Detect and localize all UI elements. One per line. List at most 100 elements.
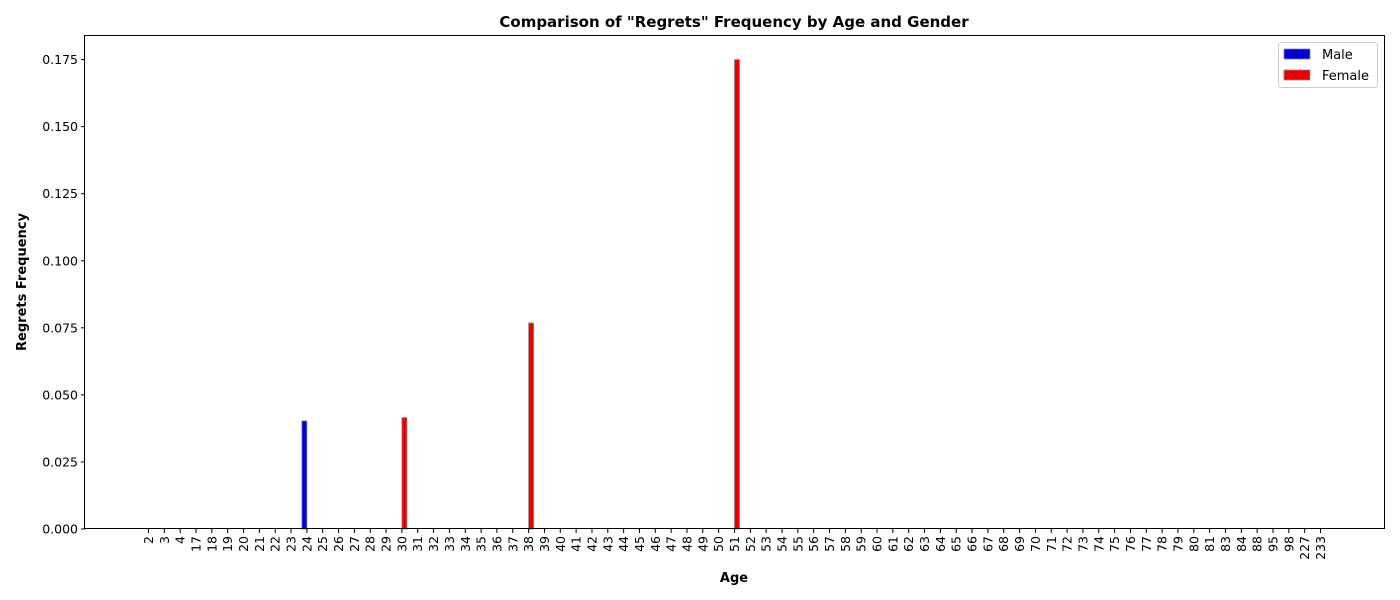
- legend: Male Female: [1278, 42, 1378, 88]
- y-tick-label: 0.175: [42, 52, 78, 67]
- x-tick-label: 44: [616, 536, 631, 552]
- legend-swatch-male: [1283, 48, 1311, 60]
- x-tick-label: 37: [505, 536, 520, 552]
- x-tick-label: 98: [1281, 536, 1296, 552]
- x-tick-label: 59: [854, 536, 869, 552]
- x-tick-label: 55: [790, 536, 805, 552]
- y-tick-label: 0.025: [42, 454, 78, 469]
- x-tick-label: 18: [204, 536, 219, 552]
- y-tick-label: 0.075: [42, 320, 78, 335]
- x-tick-label: 48: [679, 536, 694, 552]
- y-axis-label: Regrets Frequency: [15, 213, 30, 351]
- x-tick-label: 227: [1297, 536, 1312, 560]
- x-tick-label: 54: [775, 536, 790, 552]
- x-tick-label: 43: [600, 536, 615, 552]
- bar-female-age-51: [734, 59, 740, 530]
- x-tick-label: 70: [1028, 536, 1043, 552]
- x-tick-label: 80: [1186, 536, 1201, 552]
- x-tick-label: 38: [521, 536, 536, 552]
- x-tick-label: 66: [965, 536, 980, 552]
- x-tick-label: 78: [1155, 536, 1170, 552]
- x-tick-label: 40: [553, 536, 568, 552]
- plot-frame: [84, 35, 1385, 529]
- x-tick-label: 56: [806, 536, 821, 552]
- y-tick-label: 0.150: [42, 119, 78, 134]
- x-tick-label: 72: [1060, 536, 1075, 552]
- legend-label-male: Male: [1322, 48, 1353, 63]
- x-tick-label: 67: [980, 536, 995, 552]
- x-tick-label: 76: [1123, 536, 1138, 552]
- x-tick-label: 23: [284, 536, 299, 552]
- y-tick-label: 0.050: [42, 387, 78, 402]
- x-tick-label: 26: [331, 536, 346, 552]
- x-tick-label: 20: [236, 536, 251, 552]
- x-tick-label: 31: [410, 536, 425, 552]
- x-tick-label: 36: [489, 536, 504, 552]
- x-tick-label: 29: [379, 536, 394, 552]
- x-tick-label: 33: [442, 536, 457, 552]
- x-tick-label: 84: [1234, 536, 1249, 552]
- x-tick-label: 32: [426, 536, 441, 552]
- x-tick-label: 22: [268, 536, 283, 552]
- x-tick-label: 60: [870, 536, 885, 552]
- x-tick-label: 233: [1313, 536, 1328, 560]
- legend-swatch-female: [1283, 69, 1311, 81]
- x-tick-label: 79: [1170, 536, 1185, 552]
- x-tick-label: 17: [189, 536, 204, 552]
- x-tick-label: 58: [838, 536, 853, 552]
- x-tick-label: 64: [933, 536, 948, 552]
- x-tick-label: 30: [394, 536, 409, 552]
- x-tick-label: 45: [632, 536, 647, 552]
- x-tick-label: 24: [299, 536, 314, 552]
- x-tick-label: 63: [917, 536, 932, 552]
- x-tick-label: 83: [1218, 536, 1233, 552]
- x-tick-label: 25: [315, 536, 330, 552]
- x-tick-label: 4: [173, 536, 188, 544]
- bar-female-age-38: [528, 322, 535, 530]
- x-tick-label: 41: [569, 536, 584, 552]
- x-tick-label: 75: [1107, 536, 1122, 552]
- x-tick-label: 62: [901, 536, 916, 552]
- x-tick-label: 19: [220, 536, 235, 552]
- x-tick-label: 68: [996, 536, 1011, 552]
- x-tick-label: 34: [458, 536, 473, 552]
- x-tick-label: 52: [743, 536, 758, 552]
- x-tick-label: 51: [727, 536, 742, 552]
- y-tick-label: 0.000: [42, 522, 78, 537]
- x-tick-label: 73: [1075, 536, 1090, 552]
- x-tick-label: 50: [711, 536, 726, 552]
- x-tick-label: 77: [1139, 536, 1154, 552]
- x-tick-label: 57: [822, 536, 837, 552]
- x-axis-label: Age: [720, 571, 748, 586]
- x-tick-label: 2: [141, 536, 156, 544]
- y-axis-ticks: 0.000 0.025 0.050 0.075 0.100 0.125 0.150 0.175: [42, 52, 85, 537]
- x-tick-label: 95: [1265, 536, 1280, 552]
- x-tick-label: 42: [584, 536, 599, 552]
- x-tick-label: 65: [949, 536, 964, 552]
- x-tick-label: 69: [1012, 536, 1027, 552]
- y-tick-label: 0.100: [42, 253, 78, 268]
- x-tick-label: 74: [1091, 536, 1106, 552]
- chart-title: Comparison of "Regrets" Frequency by Age…: [499, 13, 969, 31]
- y-tick-label: 0.125: [42, 186, 78, 201]
- x-tick-label: 49: [695, 536, 710, 552]
- bars-layer: [301, 59, 740, 530]
- x-tick-label: 27: [347, 536, 362, 552]
- x-tick-label: 35: [474, 536, 489, 552]
- x-tick-label: 28: [363, 536, 378, 552]
- bar-female-age-30: [401, 417, 408, 530]
- x-tick-label: 46: [648, 536, 663, 552]
- bar-male-age-24: [301, 420, 308, 530]
- x-tick-label: 53: [759, 536, 774, 552]
- x-tick-label: 39: [537, 536, 552, 552]
- x-tick-label: 3: [157, 536, 172, 544]
- legend-label-female: Female: [1322, 69, 1369, 84]
- x-tick-label: 88: [1250, 536, 1265, 552]
- x-tick-label: 81: [1202, 536, 1217, 552]
- x-tick-label: 47: [664, 536, 679, 552]
- x-tick-label: 21: [252, 536, 267, 552]
- x-axis-ticks: 2 3 4 17 18 19 20 21 22 23 24 25 26 27 28 29 30 31 32 33 34 3…: [141, 529, 1328, 560]
- x-tick-label: 71: [1044, 536, 1059, 552]
- x-tick-label: 61: [885, 536, 900, 552]
